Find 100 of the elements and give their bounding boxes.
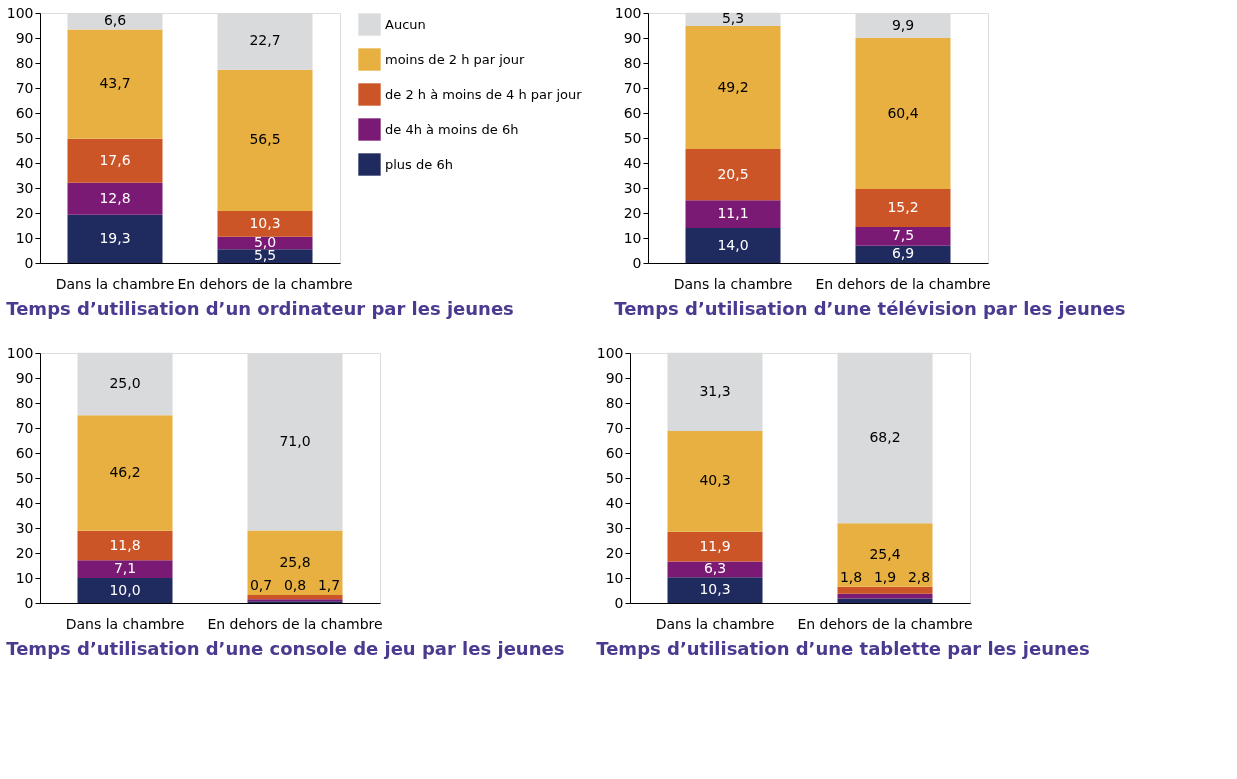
data-label: 11,8 — [109, 536, 141, 553]
data-label: 10,0 — [109, 581, 141, 598]
bar — [67, 138, 163, 183]
y-tick-label: 40 — [623, 154, 642, 171]
y-tick-label: 80 — [15, 54, 34, 71]
data-label: 1,8 — [839, 569, 863, 585]
y-tick-label: 60 — [623, 104, 642, 121]
bar — [77, 415, 173, 531]
y-tick-label: 80 — [605, 394, 624, 411]
x-tick-label: En dehors de la chambre — [177, 275, 353, 292]
data-label: 20,5 — [717, 165, 749, 182]
data-label: 1,7 — [317, 577, 341, 594]
y-tick-label: 40 — [605, 494, 624, 511]
y-tick-label: 60 — [15, 104, 34, 121]
data-label: 15,2 — [887, 199, 919, 215]
data-label: 10,3 — [249, 214, 281, 231]
bar — [67, 29, 163, 139]
y-tick-label: 100 — [614, 4, 642, 21]
data-label: 12,8 — [99, 189, 131, 206]
x-tick-label: Dans la chambre — [55, 275, 175, 292]
bar — [855, 189, 951, 227]
legend-label: de 4h à moins de 6h — [385, 121, 519, 137]
data-label: 14,0 — [717, 236, 749, 253]
data-label: 22,7 — [249, 32, 281, 49]
y-tick-label: 30 — [15, 519, 34, 536]
y-tick-label: 100 — [6, 4, 34, 21]
data-label: 25,0 — [109, 375, 141, 391]
bar — [685, 26, 781, 149]
bar — [217, 211, 313, 237]
bar — [67, 214, 163, 263]
bar — [685, 149, 781, 201]
data-label: 46,2 — [109, 464, 141, 480]
data-label: 10,3 — [699, 581, 731, 598]
y-tick-label: 50 — [15, 129, 34, 146]
y-tick-label: 10 — [605, 569, 624, 586]
bar — [77, 578, 173, 603]
data-label: 43,7 — [99, 75, 131, 92]
legend-label: de 2 h à moins de 4 h par jour — [385, 86, 583, 102]
bar — [247, 530, 343, 595]
data-label: 56,5 — [249, 131, 281, 148]
bar — [77, 530, 173, 561]
bar — [217, 69, 313, 211]
x-tick-label: En dehors de la chambre — [797, 615, 973, 632]
y-tick-label: 10 — [15, 569, 34, 586]
y-tick-label: 80 — [15, 394, 34, 411]
data-label: 25,8 — [279, 553, 311, 570]
y-tick-label: 100 — [596, 344, 624, 361]
bar — [247, 595, 343, 600]
data-label: 40,3 — [699, 472, 731, 489]
text: Temps d’utilisation d’un ordinateur par les jeunes — [6, 298, 514, 319]
data-label: 71,0 — [279, 432, 311, 449]
y-tick-label: 50 — [623, 129, 642, 146]
y-tick-label: 90 — [15, 29, 34, 46]
data-label: 7,1 — [113, 560, 137, 577]
bar — [855, 38, 951, 189]
data-label: 0,8 — [283, 577, 307, 594]
y-tick-label: 30 — [623, 179, 642, 196]
data-label: 31,3 — [699, 382, 731, 399]
data-label: 6,3 — [703, 560, 727, 577]
text: Temps d’utilisation d’une télévision par les jeunes — [614, 298, 1126, 319]
bar — [837, 593, 933, 599]
text: Temps d’utilisation d’une tablette par les jeunes — [596, 638, 1090, 659]
bar — [67, 182, 163, 215]
text: Temps d’utilisation d’une console de jeu par les jeunes — [6, 638, 565, 659]
x-tick-label: Dans la chambre — [65, 615, 185, 632]
data-label: 19,3 — [99, 229, 131, 246]
data-label: 6,6 — [103, 12, 127, 29]
data-label: 5,0 — [253, 234, 277, 250]
y-tick-label: 30 — [15, 179, 34, 196]
legend-label: Aucun — [385, 16, 426, 32]
bar — [667, 431, 763, 532]
y-tick-label: 10 — [623, 229, 642, 246]
data-label: 0,7 — [249, 577, 273, 594]
y-tick-label: 20 — [15, 544, 34, 561]
data-label: 17,6 — [99, 151, 131, 168]
data-label: 68,2 — [869, 429, 901, 445]
data-label: 5,5 — [253, 247, 277, 264]
y-tick-label: 70 — [15, 79, 34, 96]
bar — [667, 577, 763, 603]
bar — [685, 228, 781, 263]
bar — [837, 523, 933, 587]
y-tick-label: 80 — [623, 54, 642, 71]
y-tick-label: 70 — [15, 419, 34, 436]
y-tick-label: 20 — [15, 204, 34, 221]
data-label: 11,1 — [717, 205, 749, 222]
bar — [217, 249, 313, 263]
data-label: 6,9 — [891, 245, 915, 262]
data-label: 2,8 — [907, 569, 931, 585]
y-tick-label: 90 — [623, 29, 642, 46]
data-label: 9,9 — [891, 16, 915, 33]
y-tick-label: 0 — [632, 254, 642, 271]
bar — [685, 200, 781, 228]
bar — [855, 227, 951, 246]
y-tick-label: 30 — [605, 519, 624, 536]
data-label: 1,9 — [873, 569, 897, 585]
legend-label: plus de 6h — [385, 156, 453, 172]
y-tick-label: 60 — [605, 444, 624, 461]
data-label: 25,4 — [869, 546, 901, 562]
y-tick-label: 20 — [623, 204, 642, 221]
y-tick-label: 40 — [15, 494, 34, 511]
